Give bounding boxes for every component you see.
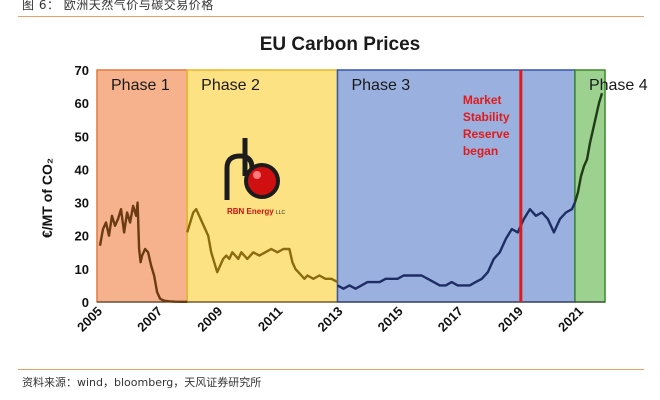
annotation-line-4: began xyxy=(463,144,498,158)
figure-caption: 图 6： 欧洲天然气价与碳交易价格 xyxy=(22,0,214,12)
y-tick-label-60: 60 xyxy=(75,96,89,111)
annotation-line-2: Stability xyxy=(463,110,510,124)
phase-label-1: Phase 1 xyxy=(111,77,170,94)
rbn-energy-logo-icon xyxy=(224,153,255,200)
y-tick-label-10: 10 xyxy=(75,262,89,277)
y-tick-label-20: 20 xyxy=(75,229,89,244)
phase-bands: Phase 1 Phase 2 Phase 3 Phase 4 xyxy=(96,69,648,303)
caption-divider xyxy=(18,16,644,17)
phase-label-2: Phase 2 xyxy=(201,77,260,94)
x-tick-label-2013: 2013 xyxy=(315,304,346,335)
price-series xyxy=(98,92,604,303)
y-axis-label: €/MT of CO₂ xyxy=(39,158,55,238)
y-tick-label-40: 40 xyxy=(75,162,89,177)
rbn-energy-logo: RBN Energy LLC xyxy=(224,138,285,216)
phase-band-1 xyxy=(96,69,188,303)
x-tick-label-2019: 2019 xyxy=(495,304,526,335)
annotations: Market Stability Reserve began xyxy=(463,70,523,302)
series-line-phase-3 xyxy=(336,202,576,290)
series-line-phase-1 xyxy=(98,201,188,303)
x-tick-label-2011: 2011 xyxy=(255,304,286,335)
x-tick-label-2007: 2007 xyxy=(134,304,165,335)
x-axis-ticks: 2005 2007 2009 2011 2013 2015 2017 2019 2021 xyxy=(74,304,586,335)
annotation-line-1: Market xyxy=(463,93,502,107)
x-tick-label-2009: 2009 xyxy=(194,304,225,335)
x-tick-label-2005: 2005 xyxy=(74,304,105,335)
x-tick-label-2017: 2017 xyxy=(435,304,466,335)
y-tick-label-50: 50 xyxy=(75,129,89,144)
logo-highlight xyxy=(253,171,261,179)
series-line-phase-4 xyxy=(573,92,604,203)
phase-label-3: Phase 3 xyxy=(351,77,410,94)
y-tick-label-30: 30 xyxy=(75,196,89,211)
eu-carbon-price-chart: EU Carbon Prices Phase 1 Phase 2 Phase 3 Ph… xyxy=(39,34,648,335)
series-line-phase-2 xyxy=(186,208,339,284)
chart-title: EU Carbon Prices xyxy=(260,34,421,55)
phase-label-4: Phase 4 xyxy=(589,77,648,94)
source-note: 资料来源：wind，bloomberg，天风证券研究所 xyxy=(22,376,262,389)
phase-band-3 xyxy=(336,69,576,303)
logo-circle xyxy=(244,163,280,199)
y-axis-ticks: 0 10 20 30 40 50 60 70 xyxy=(75,63,89,310)
x-tick-label-2015: 2015 xyxy=(375,304,406,335)
source-divider xyxy=(18,369,644,370)
y-tick-label-70: 70 xyxy=(75,63,89,78)
logo-text: RBN Energy LLC xyxy=(227,207,285,216)
y-tick-label-0: 0 xyxy=(82,295,89,310)
x-tick-label-2021: 2021 xyxy=(555,304,586,335)
annotation-line-3: Reserve xyxy=(463,127,510,141)
